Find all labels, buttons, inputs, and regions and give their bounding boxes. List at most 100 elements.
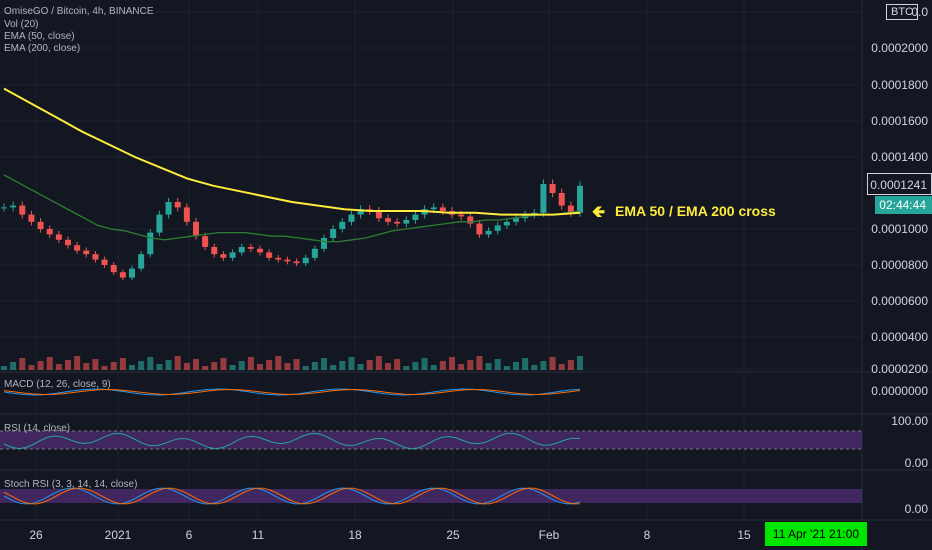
candle-body bbox=[458, 214, 465, 217]
time-tick-label: 18 bbox=[348, 528, 362, 542]
volume-bar bbox=[485, 363, 492, 370]
rsi-axis-top: 100.00 bbox=[891, 414, 928, 428]
candle-body bbox=[257, 248, 263, 253]
candle-body bbox=[494, 225, 501, 231]
candle-body bbox=[540, 184, 547, 213]
volume-bar bbox=[302, 366, 309, 370]
volume-bar bbox=[293, 359, 300, 370]
price-tick-label: 0.0000800 bbox=[871, 258, 928, 272]
price-tick-label: 0.0000200 bbox=[871, 362, 928, 376]
volume-bar bbox=[366, 360, 373, 370]
volume-bar bbox=[503, 366, 510, 370]
candle-body bbox=[403, 220, 410, 224]
candle-body bbox=[357, 209, 364, 215]
candle-body bbox=[275, 257, 282, 260]
volume-bar bbox=[110, 362, 117, 370]
volume-bar bbox=[449, 357, 455, 370]
ema200-line bbox=[3, 87, 581, 216]
candle-body bbox=[10, 205, 17, 208]
macd-legend: MACD (12, 26, close, 9) bbox=[4, 379, 111, 390]
volume-bar bbox=[257, 364, 263, 370]
volume-bar bbox=[129, 365, 135, 370]
volume-bar bbox=[183, 363, 190, 370]
candle-body bbox=[503, 221, 510, 226]
candle-body bbox=[348, 214, 355, 222]
volume-bar bbox=[348, 357, 355, 370]
volume-bar bbox=[513, 362, 519, 370]
candle-body bbox=[247, 247, 254, 249]
volume-bar bbox=[430, 365, 437, 370]
candle-body bbox=[321, 238, 327, 249]
currency-badge[interactable]: BTC bbox=[886, 4, 918, 20]
candle-body bbox=[46, 229, 53, 235]
candle-body bbox=[577, 185, 583, 213]
volume-bar bbox=[238, 361, 245, 370]
stoch-k-line bbox=[3, 487, 581, 505]
volume-bar bbox=[37, 361, 44, 370]
candle-body bbox=[284, 259, 291, 262]
candle-body bbox=[485, 230, 492, 235]
candle-body bbox=[165, 202, 172, 215]
volume-bar bbox=[266, 360, 273, 370]
candle-body bbox=[211, 247, 218, 255]
price-tick-label: 0.0001600 bbox=[871, 114, 928, 128]
volume-bar bbox=[421, 358, 428, 370]
time-tick-label: 15 bbox=[737, 528, 751, 542]
candle-body bbox=[193, 221, 199, 237]
candle-body bbox=[385, 218, 391, 222]
volume-bar bbox=[403, 366, 410, 370]
ema50-line bbox=[3, 174, 581, 243]
volume-bar bbox=[92, 359, 99, 370]
volume-bar bbox=[385, 363, 391, 370]
volume-bar bbox=[55, 364, 62, 370]
stoch-band bbox=[0, 489, 862, 503]
volume-bar bbox=[558, 364, 565, 370]
candle-body bbox=[92, 254, 99, 260]
volume-bar bbox=[65, 360, 71, 370]
volume-bar bbox=[147, 357, 154, 370]
candle-body bbox=[119, 272, 126, 278]
candle-body bbox=[558, 193, 565, 206]
annotation-text: EMA 50 / EMA 200 cross bbox=[615, 203, 776, 219]
volume-bar bbox=[19, 358, 26, 370]
price-tick-label: 0.0002000 bbox=[871, 41, 928, 55]
candle-body bbox=[412, 214, 419, 220]
candle-body bbox=[439, 207, 446, 211]
volume-bar bbox=[10, 362, 17, 370]
candle-body bbox=[375, 211, 382, 219]
candle-body bbox=[83, 250, 90, 255]
stoch-legend: Stoch RSI (3, 3, 14, 14, close) bbox=[4, 479, 138, 490]
volume-bar bbox=[165, 360, 172, 370]
volume-bar bbox=[119, 358, 126, 370]
volume-bar bbox=[494, 359, 501, 370]
candle-body bbox=[28, 214, 35, 222]
candle-body bbox=[266, 252, 273, 258]
candle-body bbox=[513, 218, 519, 222]
candle-body bbox=[330, 229, 337, 238]
volume-bar bbox=[330, 365, 337, 370]
volume-bar bbox=[467, 360, 474, 370]
candle-body bbox=[430, 207, 437, 210]
volume-bar bbox=[83, 363, 90, 370]
candle-body bbox=[311, 248, 318, 258]
candle-body bbox=[467, 216, 474, 224]
volume-bar bbox=[74, 356, 81, 370]
time-tick-label: 11 bbox=[251, 528, 265, 542]
volume-bar bbox=[339, 361, 346, 370]
rsi-line bbox=[3, 432, 581, 450]
volume-bar bbox=[28, 365, 35, 370]
candle-body bbox=[19, 205, 26, 215]
volume-bar bbox=[321, 358, 327, 370]
volume-bar bbox=[567, 360, 574, 370]
price-tick-label: 0.0000400 bbox=[871, 330, 928, 344]
volume-bar bbox=[247, 357, 254, 370]
volume-bar bbox=[522, 358, 529, 370]
candle-body bbox=[238, 247, 245, 253]
volume-bar bbox=[1, 366, 7, 370]
volume-bar bbox=[311, 362, 318, 370]
volume-bar bbox=[138, 361, 145, 370]
last-price-label: 0.0001241 bbox=[867, 173, 932, 195]
volume-bar bbox=[229, 365, 236, 370]
rsi-legend: RSI (14, close) bbox=[4, 423, 71, 434]
